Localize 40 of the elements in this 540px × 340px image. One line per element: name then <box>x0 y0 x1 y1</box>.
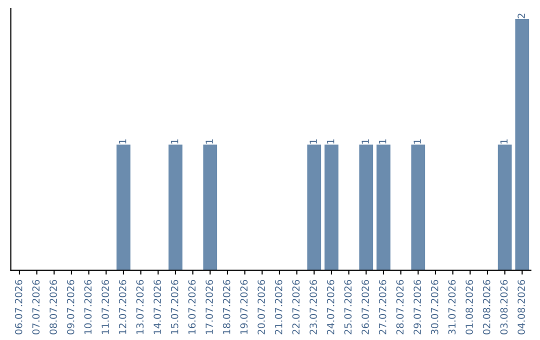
x-tick-label: 11.07.2026 <box>102 280 109 334</box>
data-label: 1 <box>171 139 178 144</box>
x-tick-label: 02.08.2026 <box>482 280 490 334</box>
x-tick-label: 29.07.2026 <box>414 280 421 334</box>
x-tick-label: 15.07.2026 <box>170 280 178 334</box>
x-tick-label: 23.07.2026 <box>310 280 317 334</box>
data-label: 1 <box>500 139 508 144</box>
x-tick-label: 07.07.2026 <box>32 280 40 334</box>
x-tick-label: 09.07.2026 <box>66 280 74 334</box>
data-label: 1 <box>327 139 334 144</box>
x-tick-label: 06.07.2026 <box>14 280 22 334</box>
x-tick-label: 03.08.2026 <box>500 280 508 334</box>
x-tick-label: 31.07.2026 <box>448 280 456 334</box>
x-tick-label: 12.07.2026 <box>118 280 126 334</box>
data-label: 2 <box>518 14 525 18</box>
x-tick-label: 22.07.2026 <box>292 280 300 334</box>
data-label: 1 <box>119 139 126 144</box>
data-label: 1 <box>206 139 213 144</box>
x-tick-label: 13.07.2026 <box>136 280 144 334</box>
data-label: 1 <box>362 139 369 144</box>
x-tick-label: 27.07.2026 <box>378 280 386 334</box>
x-tick-label: 26.07.2026 <box>362 280 369 334</box>
x-tick-label: 20.07.2026 <box>258 280 265 334</box>
x-tick-label: 21.07.2026 <box>274 280 282 334</box>
data-label: 1 <box>379 139 386 144</box>
x-tick-label: 19.07.2026 <box>240 280 248 334</box>
x-tick-label: 24.07.2026 <box>326 280 334 334</box>
x-tick-label: 10.07.2026 <box>84 280 92 334</box>
x-tick-label: 17.07.2026 <box>206 280 213 334</box>
x-tick-label: 08.07.2026 <box>50 280 57 334</box>
x-tick-label: 28.07.2026 <box>396 280 404 334</box>
x-tick-label: 16.07.2026 <box>188 280 196 334</box>
x-tick-label: 14.07.2026 <box>154 280 161 334</box>
x-tick-label: 18.07.2026 <box>222 280 230 334</box>
x-tick-label: 04.08.2026 <box>518 280 525 334</box>
data-label: 1 <box>414 139 421 144</box>
data-label: 1 <box>310 139 317 144</box>
x-tick-label: 01.08.2026 <box>466 280 473 334</box>
x-tick-label: 25.07.2026 <box>344 280 352 334</box>
x-tick-label: 30.07.2026 <box>430 280 438 334</box>
